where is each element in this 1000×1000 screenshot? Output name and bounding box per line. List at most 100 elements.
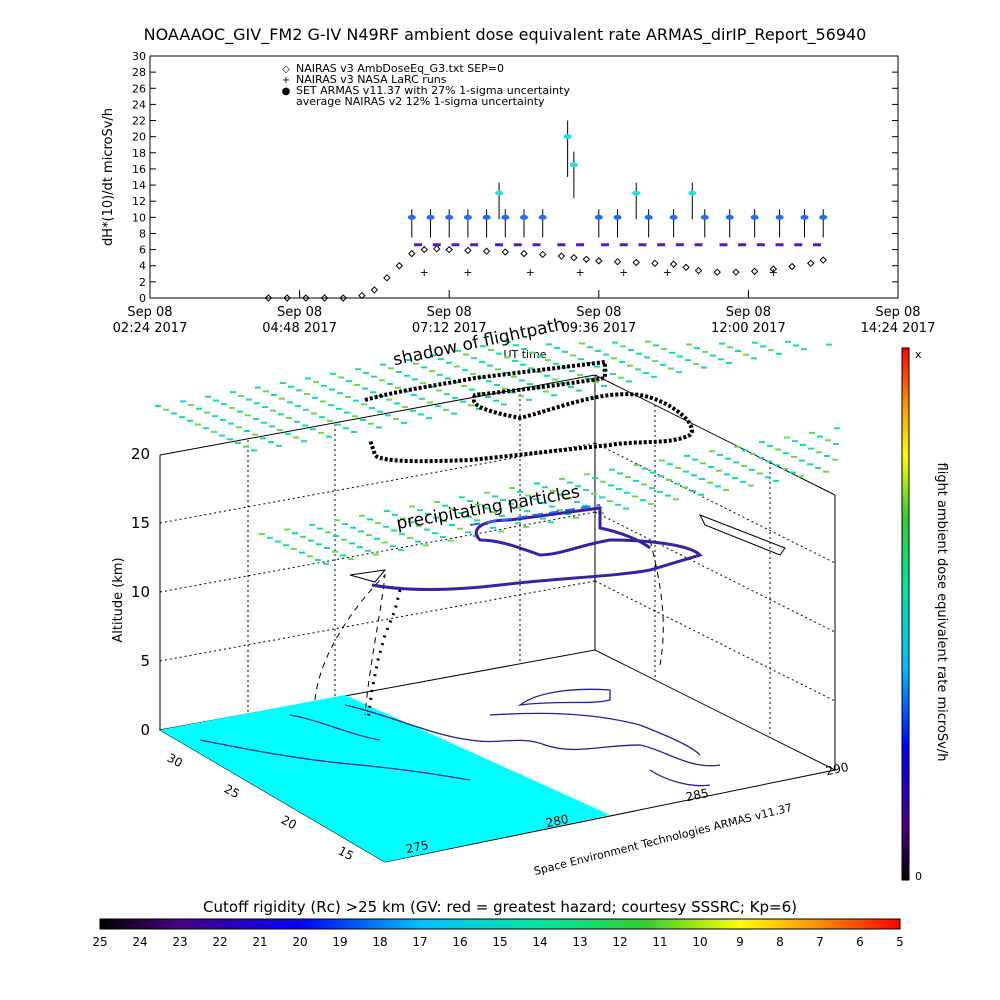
precip-dot (562, 350, 568, 353)
colorbar-tick-label: 11 (652, 935, 667, 949)
precip-dot (260, 437, 266, 440)
precip-dot (315, 559, 321, 561)
precip-dot (512, 360, 518, 362)
altitude-tick-label: 5 (140, 652, 150, 670)
precip-dot (505, 340, 511, 343)
precip-dot (709, 450, 715, 453)
armas-point (501, 214, 510, 220)
precip-dot (723, 489, 729, 492)
colorbar-tick-label: 13 (572, 935, 587, 949)
precip-dot (623, 507, 629, 510)
precip-dot (545, 359, 551, 362)
legend-marker: + (282, 75, 290, 86)
precip-dot (649, 487, 655, 490)
colorbar-tick-label: 16 (452, 935, 467, 949)
precip-dot (371, 375, 377, 378)
armas-point (538, 214, 547, 220)
precip-dot (292, 532, 298, 535)
precip-dot (470, 372, 476, 375)
precip-dot (430, 354, 436, 357)
precip-dot (392, 513, 398, 516)
precip-dot (570, 354, 576, 357)
precip-dot (734, 445, 740, 448)
precip-dot (751, 357, 757, 360)
nairas-v2-point (532, 243, 541, 247)
precip-dot (285, 432, 291, 435)
nairas-v3-point (339, 294, 347, 302)
y-tick-label: 30 (132, 50, 146, 63)
precip-dot (219, 434, 225, 437)
precip-dot (773, 479, 779, 482)
precip-dot (458, 512, 464, 514)
precip-dot (583, 489, 589, 491)
precip-dot (335, 423, 341, 426)
x-tick-date: Sep 08 (127, 305, 172, 320)
precip-dot (694, 347, 700, 350)
precip-dot (494, 384, 500, 386)
precip-dot (268, 441, 274, 444)
legend-label: NAIRAS v3 AmbDoseEq_G3.txt SEP=0 (296, 62, 504, 75)
precip-dot (508, 502, 514, 505)
precip-dot (451, 412, 457, 415)
precip-dot (230, 391, 236, 394)
precip-dot (326, 435, 332, 438)
nairas-v2-point (638, 243, 647, 247)
precip-dot (323, 562, 329, 565)
precip-dot (544, 374, 550, 377)
precip-dot (699, 478, 705, 480)
precip-dot (634, 464, 640, 467)
precip-dot (391, 529, 397, 532)
precip-dot (388, 367, 394, 370)
precip-dot (548, 521, 554, 524)
legend: ◇ NAIRAS v3 AmbDoseEq_G3.txt SEP=0 + NAIRAS… (282, 62, 571, 108)
precip-dot (321, 384, 327, 387)
colorbar-tick-label: 8 (776, 935, 784, 949)
precip-dot (493, 399, 499, 402)
armas-point (632, 190, 641, 196)
precip-dot (262, 406, 268, 408)
wall-grid (159, 389, 836, 737)
precip-dot (410, 409, 416, 412)
precip-dot (407, 536, 413, 539)
precip-dot (325, 531, 331, 534)
x-tick-date: Sep 08 (277, 305, 322, 320)
precip-dot (474, 519, 480, 522)
armas-point (688, 190, 697, 196)
precip-dot (650, 471, 656, 474)
precip-dot (305, 377, 311, 380)
nairas-v2-point (513, 243, 522, 247)
precip-dot (513, 344, 519, 347)
precip-dot (385, 414, 391, 417)
precip-dot (718, 358, 724, 361)
precip-dot (294, 420, 300, 423)
precip-dot (291, 547, 297, 550)
precip-dot (766, 460, 772, 463)
precip-dot (668, 367, 674, 370)
precip-dot (465, 531, 471, 534)
precip-dot (645, 340, 651, 343)
legend-marker: ◇ (282, 64, 290, 75)
colorbar-tick-label: 24 (132, 935, 147, 949)
precip-dot (552, 378, 558, 381)
precip-dot (673, 498, 679, 501)
precip-dot (450, 508, 456, 511)
precip-dot (599, 496, 605, 499)
nairas-v3-point (732, 268, 740, 276)
precip-dot (433, 516, 439, 519)
precip-dot (579, 342, 585, 345)
y-tick-label: 24 (132, 98, 146, 111)
precip-dot (432, 532, 438, 535)
x-tick-time: 12:00 2017 (711, 321, 786, 336)
nairas-v2-point (675, 243, 684, 247)
precip-dot (652, 360, 658, 363)
colorbar-tick-label: 23 (172, 935, 187, 949)
precip-dot (486, 380, 492, 383)
precip-dot (595, 349, 601, 352)
precip-dot (537, 355, 543, 358)
bottom-colorbar-bar (99, 918, 901, 930)
precip-dot (492, 495, 498, 498)
precip-dot (760, 345, 766, 348)
precip-dot (682, 486, 688, 489)
precip-dot (601, 385, 607, 387)
